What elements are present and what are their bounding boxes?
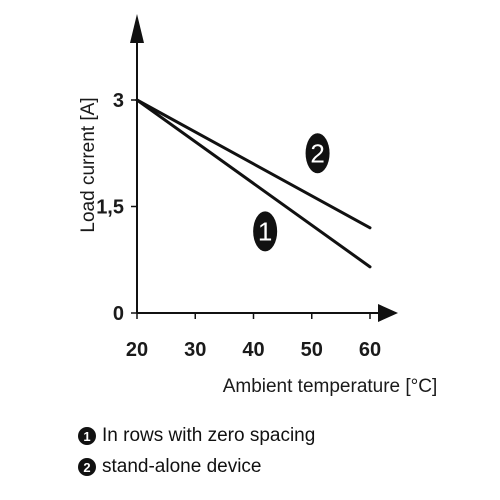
y-tick-label: 1,5	[96, 197, 124, 219]
series-1-marker	[253, 211, 278, 252]
legend-label-1: In rows with zero spacing	[102, 425, 316, 446]
legend-item-1: 1 In rows with zero spacing	[78, 425, 315, 447]
x-tick-label: 30	[184, 339, 206, 361]
legend-item-2: 2 stand-alone device	[78, 456, 262, 478]
y-tick-label: 3	[113, 90, 124, 112]
series-2-line	[135, 98, 372, 230]
axes	[130, 14, 398, 322]
series-2-marker	[305, 133, 330, 174]
series-1-line	[135, 98, 372, 269]
y-axis-arrow	[130, 14, 144, 43]
series-2-marker-label: 2	[310, 138, 324, 168]
x-axis-arrow	[378, 304, 398, 322]
series-markers: 12	[253, 133, 330, 252]
x-tick-label: 50	[301, 339, 323, 361]
x-axis-label: Ambient temperature [°C]	[223, 376, 438, 397]
y-tick-label: 0	[113, 303, 124, 325]
x-tick-label: 60	[359, 339, 381, 361]
legend-marker-1: 1	[78, 427, 96, 445]
y-axis-label: Load current [A]	[78, 97, 99, 232]
legend-marker-2: 2	[78, 458, 96, 476]
x-tick-label: 40	[242, 339, 264, 361]
series-1-marker-label: 1	[258, 216, 272, 246]
ticks: 20 30 40 50 60 0 1,5 3	[96, 90, 381, 361]
legend-label-2: stand-alone device	[102, 456, 262, 477]
x-tick-label: 20	[126, 339, 148, 361]
series-lines	[135, 98, 372, 269]
